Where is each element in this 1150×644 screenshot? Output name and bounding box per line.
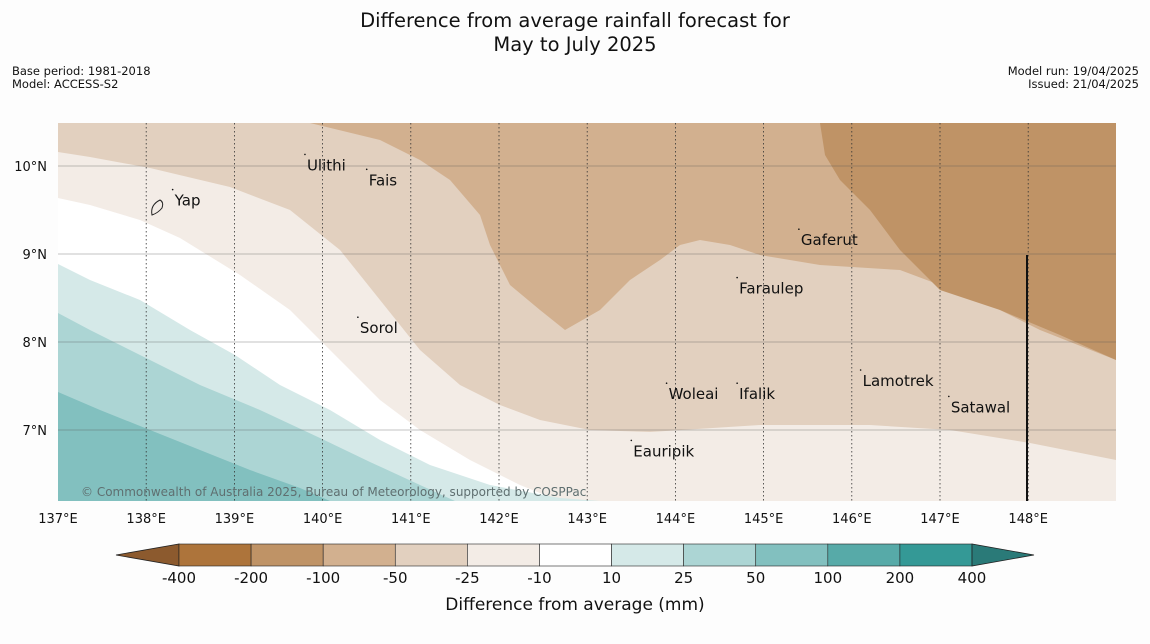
contour-band-dry-200 <box>820 123 1116 360</box>
place-label-gaferut: Gaferut <box>801 231 858 249</box>
colorbar-tick-label: -10 <box>527 569 552 587</box>
title-line-2: May to July 2025 <box>493 33 657 56</box>
axis-ticks: 137°E 138°E 139°E 140°E 141°E 142°E 143°E 144°E… <box>14 160 1048 527</box>
colorbar-title: Difference from average (mm) <box>445 595 704 615</box>
place-marker <box>365 168 368 171</box>
colorbar-min-arrow <box>115 543 180 567</box>
colorbar-tick-label: -200 <box>234 569 268 587</box>
colorbar-max-arrow <box>971 543 1035 567</box>
colorbar-tick-label: 25 <box>674 569 693 587</box>
lat-tick-label: 7°N <box>23 424 48 439</box>
lon-tick-label: 148°E <box>1008 512 1048 527</box>
colorbar-tick-label: -50 <box>383 569 408 587</box>
colorbar-swatch <box>467 543 540 567</box>
place-marker <box>304 153 306 156</box>
colorbar-tick-label: 10 <box>602 569 621 587</box>
colorbar-swatch <box>178 543 252 567</box>
gridlines <box>58 123 1116 501</box>
lon-tick-label: 144°E <box>656 512 696 527</box>
contour-band-wet-50 <box>58 392 330 501</box>
place-label-sorol: Sorol <box>360 319 398 337</box>
place-label-ulithi: Ulithi <box>307 156 346 174</box>
place-label-faraulep: Faraulep <box>739 280 803 298</box>
lon-tick-label: 143°E <box>567 512 607 527</box>
colorbar-tick-label: -25 <box>455 569 480 587</box>
place-marker <box>357 316 359 319</box>
copyright-text: © Commonwealth of Australia 2025, Bureau… <box>81 485 586 499</box>
lat-tick-label: 9°N <box>23 248 48 263</box>
lon-tick-label: 138°E <box>126 512 166 527</box>
place-label-lamotrek: Lamotrek <box>863 372 934 390</box>
place-labels: Yap Ulithi Fais Gaferut Faraulep Sorol Woleai I… <box>171 153 1010 460</box>
place-marker <box>630 439 633 442</box>
colorbar-swatch <box>250 543 324 567</box>
colorbar-tick-label: 50 <box>746 569 765 587</box>
colorbar-swatch <box>827 543 901 567</box>
colorbar-swatch <box>322 543 396 567</box>
colorbar-tick-label: 100 <box>813 569 842 587</box>
colorbar-tick-label: -100 <box>306 569 340 587</box>
place-label-eauripik: Eauripik <box>633 442 694 460</box>
place-marker <box>948 395 950 398</box>
place-label-ifalik: Ifalik <box>739 385 775 403</box>
yap-island-icon <box>151 199 164 216</box>
issued-date: Issued: 21/04/2025 <box>1028 77 1139 91</box>
place-marker <box>736 276 738 279</box>
base-period: Base period: 1981-2018 <box>12 64 151 78</box>
place-label-woleai: Woleai <box>669 385 719 403</box>
lon-tick-label: 140°E <box>303 512 343 527</box>
colorbar-tick-label: -400 <box>162 569 196 587</box>
colorbar-swatch <box>394 543 468 567</box>
map-title: Difference from average rainfall forecas… <box>0 9 1150 57</box>
title-line-1: Difference from average rainfall forecas… <box>360 9 790 32</box>
colorbar-swatch <box>683 543 757 567</box>
colorbar-tick-label: 400 <box>958 569 987 587</box>
colorbar-tick-label: 200 <box>886 569 915 587</box>
run-info: Model run: 19/04/2025 Issued: 21/04/2025 <box>1008 65 1139 91</box>
place-marker <box>736 382 738 385</box>
place-marker <box>171 188 174 191</box>
lat-tick-label: 8°N <box>23 336 48 351</box>
colorbar-swatch <box>899 543 973 567</box>
place-label-yap: Yap <box>174 192 201 210</box>
place-label-fais: Fais <box>369 171 398 189</box>
lon-tick-label: 139°E <box>215 512 255 527</box>
lon-tick-label: 146°E <box>832 512 872 527</box>
lon-tick-label: 137°E <box>38 512 78 527</box>
colorbar-swatch <box>539 543 612 567</box>
model-run: Model run: 19/04/2025 <box>1007 64 1139 78</box>
place-marker <box>665 382 668 385</box>
lon-tick-label: 145°E <box>744 512 784 527</box>
base-info: Base period: 1981-2018 Model: ACCESS-S2 <box>12 65 151 91</box>
lat-tick-label: 10°N <box>14 160 47 175</box>
colorbar-swatch <box>611 543 684 567</box>
colorbar: -400 -200 -100 -50 -25 -10 10 25 50 100 200 400 <box>115 543 1035 587</box>
place-label-satawal: Satawal <box>951 398 1010 416</box>
lon-tick-label: 141°E <box>391 512 431 527</box>
lon-tick-label: 142°E <box>479 512 519 527</box>
place-marker <box>859 369 862 371</box>
colorbar-swatch <box>755 543 829 567</box>
model-name: Model: ACCESS-S2 <box>12 77 119 91</box>
lon-tick-label: 147°E <box>920 512 960 527</box>
place-marker <box>798 228 800 230</box>
